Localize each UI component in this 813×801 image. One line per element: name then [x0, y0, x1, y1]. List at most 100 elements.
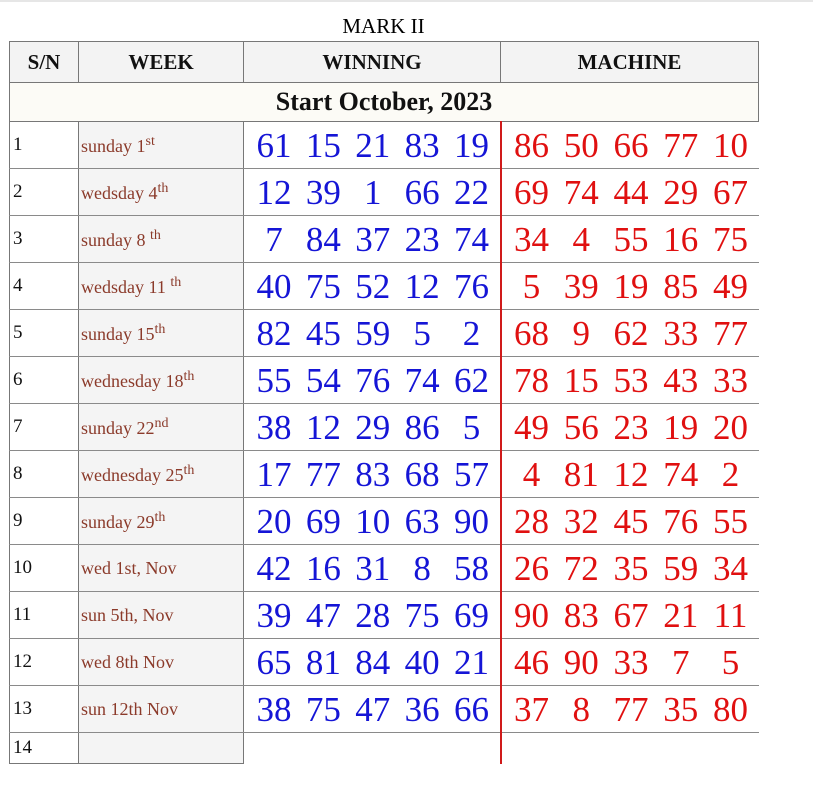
winning-numbers-cell: 38 12 29 86 5 — [243, 403, 502, 451]
winning-numbers: 38 75 47 36 66 — [244, 692, 500, 727]
machine-number: 49 — [514, 407, 549, 447]
machine-number: 59 — [663, 548, 699, 588]
machine-number: 55 — [613, 219, 649, 259]
machine-numbers: 5 39 19 85 49 — [502, 269, 759, 304]
winning-number: 66 — [404, 172, 440, 212]
winning-number: 74 — [404, 360, 440, 400]
winning-numbers-cell: 42 16 31 8 58 — [243, 544, 502, 592]
week-cell: sunday 1st — [78, 121, 244, 169]
winning-number: 66 — [454, 689, 489, 729]
week-cell — [78, 732, 244, 764]
machine-number: 81 — [563, 454, 599, 494]
winning-number: 1 — [364, 172, 382, 212]
week-day-text: sunday 8 — [81, 229, 150, 250]
winning-numbers: 12 39 1 66 22 — [244, 175, 500, 210]
week-day-text: sunday 29 — [81, 511, 155, 532]
table-row: 11 sun 5th, Nov 39 47 28 75 69 90 83 67 21 11 — [9, 591, 759, 639]
machine-numbers: 46 90 33 7 5 — [502, 645, 759, 680]
week-day-text: wedsday 4 — [81, 182, 158, 203]
winning-number: 21 — [355, 125, 391, 165]
machine-number: 5 — [721, 642, 740, 682]
winning-numbers-cell: 7 84 37 23 74 — [243, 215, 502, 263]
winning-number: 68 — [404, 454, 440, 494]
winning-numbers: 61 15 21 83 19 — [244, 128, 500, 163]
machine-number: 55 — [713, 501, 748, 541]
week-cell: sunday 29th — [78, 497, 244, 545]
winning-numbers: 7 84 37 23 74 — [244, 222, 500, 257]
week-cell: sunday 22nd — [78, 403, 244, 451]
table-row: 5 sunday 15th 82 45 59 5 2 68 9 62 33 77 — [9, 309, 759, 357]
machine-numbers: 78 15 53 43 33 — [502, 363, 759, 398]
week-ordinal-suffix: th — [170, 274, 182, 290]
machine-number: 69 — [514, 172, 549, 212]
machine-numbers: 69 74 44 29 67 — [502, 175, 759, 210]
winning-numbers: 42 16 31 8 58 — [244, 551, 500, 586]
machine-numbers: 86 50 66 77 10 — [502, 128, 759, 163]
machine-number: 12 — [613, 454, 649, 494]
machine-number: 66 — [613, 125, 649, 165]
winning-number: 69 — [454, 595, 489, 635]
winning-number: 21 — [454, 642, 489, 682]
header-row: S/N WEEK WINNING MACHINE — [9, 41, 759, 83]
winning-number: 84 — [355, 642, 391, 682]
week-cell: wedsday 4th — [78, 168, 244, 216]
winning-numbers-cell: 20 69 10 63 90 — [243, 497, 502, 545]
header-winning: WINNING — [243, 41, 501, 83]
winning-number: 12 — [256, 172, 292, 212]
page-title: MARK II — [342, 14, 425, 38]
winning-number: 81 — [305, 642, 341, 682]
week-ordinal-suffix: nd — [154, 415, 169, 431]
table-row: 2 wedsday 4th 12 39 1 66 22 69 74 44 29 67 — [9, 168, 759, 216]
machine-numbers-cell — [501, 733, 759, 764]
winning-number: 28 — [355, 595, 391, 635]
machine-number: 29 — [663, 172, 699, 212]
winning-numbers-cell: 39 47 28 75 69 — [243, 591, 502, 639]
machine-numbers: 26 72 35 59 34 — [502, 551, 759, 586]
winning-number: 77 — [305, 454, 341, 494]
sn-cell: 4 — [9, 262, 79, 310]
sn-cell: 7 — [9, 403, 79, 451]
sn-cell: 13 — [9, 685, 79, 733]
machine-numbers-cell: 69 74 44 29 67 — [500, 168, 759, 216]
machine-number: 35 — [663, 689, 699, 729]
winning-number: 12 — [305, 407, 341, 447]
machine-number: 75 — [713, 219, 748, 259]
machine-number: 76 — [663, 501, 699, 541]
winning-numbers-cell: 12 39 1 66 22 — [243, 168, 502, 216]
week-cell: wed 1st, Nov — [78, 544, 244, 592]
sn-cell: 2 — [9, 168, 79, 216]
week-cell: sun 5th, Nov — [78, 591, 244, 639]
winning-number: 82 — [256, 313, 292, 353]
winning-number: 76 — [355, 360, 391, 400]
winning-number: 74 — [454, 219, 489, 259]
machine-number: 45 — [613, 501, 649, 541]
machine-number: 9 — [572, 313, 591, 353]
week-day-text: wedsday 11 — [81, 276, 171, 297]
table-row: 9 sunday 29th 20 69 10 63 90 28 32 45 76 55 — [9, 497, 759, 545]
winning-numbers-cell: 40 75 52 12 76 — [243, 262, 502, 310]
week-day-text: sun 5th, Nov — [81, 604, 174, 625]
machine-numbers-cell: 78 15 53 43 33 — [500, 356, 759, 404]
table-row: 8 wednesday 25th 17 77 83 68 57 4 81 12 74 2 — [9, 450, 759, 498]
sn-cell: 10 — [9, 544, 79, 592]
top-divider — [0, 0, 813, 2]
winning-number: 57 — [454, 454, 489, 494]
week-day-text: sunday 1 — [81, 135, 146, 156]
machine-number: 77 — [663, 125, 699, 165]
machine-number: 4 — [572, 219, 591, 259]
machine-numbers: 4 81 12 74 2 — [502, 457, 759, 492]
machine-number: 77 — [713, 313, 748, 353]
winning-number: 69 — [305, 501, 341, 541]
machine-number: 8 — [572, 689, 591, 729]
sn-cell: 12 — [9, 638, 79, 686]
machine-number: 74 — [563, 172, 599, 212]
week-cell: sunday 8 th — [78, 215, 244, 263]
machine-number: 62 — [613, 313, 649, 353]
machine-number: 7 — [672, 642, 690, 682]
week-day-text: wed 8th Nov — [81, 651, 174, 672]
table-row: 4 wedsday 11 th 40 75 52 12 76 5 39 19 85 49 — [9, 262, 759, 310]
winning-numbers: 20 69 10 63 90 — [244, 504, 500, 539]
winning-numbers-cell: 65 81 84 40 21 — [243, 638, 502, 686]
machine-number: 37 — [514, 689, 549, 729]
winning-number: 54 — [305, 360, 341, 400]
